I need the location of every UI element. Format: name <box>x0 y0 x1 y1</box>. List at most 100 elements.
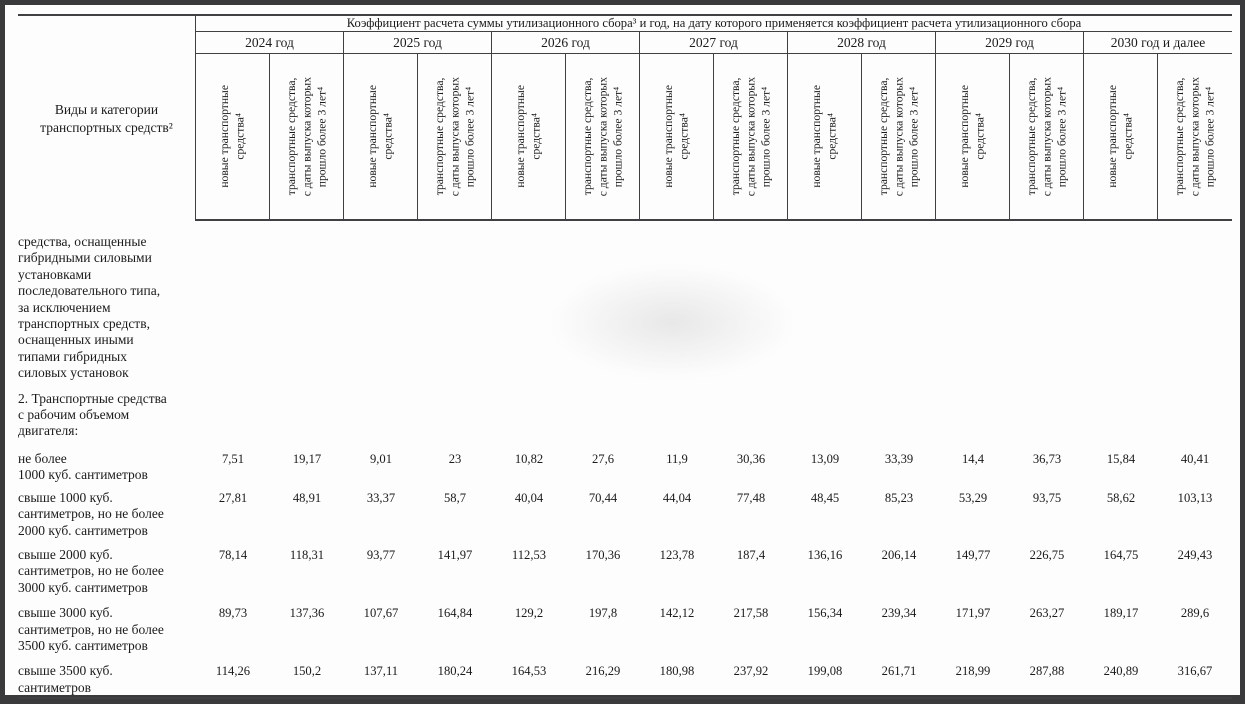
table-title: Коэффициент расчета суммы утилизационног… <box>196 16 1232 32</box>
table-cell: 142,12 <box>659 606 695 621</box>
col-header-label: транспортные средства, с даты выпуска ко… <box>728 76 773 197</box>
col-header-new-6: новые транспортные средства⁴ <box>1084 54 1158 221</box>
row-label-6: свыше 3500 куб. сантиметров <box>18 663 113 695</box>
col-header-label: новые транспортные средства⁴ <box>958 85 987 188</box>
col-header-label: новые транспортные средства⁴ <box>218 85 247 188</box>
table-cell: 226,75 <box>1029 547 1065 562</box>
table-cell: 10,82 <box>514 451 544 466</box>
table-cell: 180,98 <box>659 664 695 679</box>
col-header-label: транспортные средства, с даты выпуска ко… <box>876 76 921 197</box>
table-cell: 11,9 <box>666 451 688 466</box>
col-header-aged-6: транспортные средства, с даты выпуска ко… <box>1158 54 1232 221</box>
row-label-5: свыше 3000 куб. сантиметров, но не более… <box>18 605 164 653</box>
table-cell: 199,08 <box>807 664 843 679</box>
year-header-2: 2026 год <box>492 32 640 54</box>
table-cell: 156,34 <box>807 606 843 621</box>
table-cell: 164,84 <box>437 606 473 621</box>
col-header-label: новые транспортные средства⁴ <box>810 85 839 188</box>
table-cell: 206,14 <box>881 547 917 562</box>
table-cell: 27,81 <box>218 490 248 505</box>
col-header-aged-0: транспортные средства, с даты выпуска ко… <box>270 54 344 221</box>
table-cell: 44,04 <box>662 490 692 505</box>
table-cell: 287,88 <box>1029 664 1065 679</box>
table-cell: 53,29 <box>958 490 988 505</box>
year-header-5: 2029 год <box>936 32 1084 54</box>
table-cell: 14,4 <box>961 451 985 466</box>
table-cell: 27,6 <box>591 451 615 466</box>
table-cell: 180,24 <box>437 664 473 679</box>
table-cell: 9,01 <box>369 451 393 466</box>
row-label-0: средства, оснащенные гибридными силовыми… <box>18 234 161 381</box>
table-cell: 7,51 <box>221 451 245 466</box>
year-header-0: 2024 год <box>196 32 344 54</box>
year-header-4: 2028 год <box>788 32 936 54</box>
col-header-label: транспортные средства, с даты выпуска ко… <box>432 76 477 197</box>
year-header-6: 2030 год и далее <box>1084 32 1232 54</box>
table-cell: 289,6 <box>1180 606 1210 621</box>
table-cell: 237,92 <box>733 664 769 679</box>
table-cell: 36,73 <box>1032 451 1062 466</box>
table-cell: 171,97 <box>955 606 991 621</box>
table-cell: 164,53 <box>511 664 547 679</box>
table-cell: 114,26 <box>215 664 251 679</box>
table-cell: 123,78 <box>659 547 695 562</box>
table-cell: 149,77 <box>955 547 991 562</box>
document-page: Виды и категории транспортных средств² К… <box>5 5 1240 700</box>
table-cell: 118,31 <box>289 547 325 562</box>
table-cell: 33,37 <box>366 490 396 505</box>
col-header-label: новые транспортные средства⁴ <box>514 85 543 188</box>
table-cell: 70,44 <box>588 490 618 505</box>
table-cell: 93,75 <box>1032 490 1062 505</box>
col-header-new-3: новые транспортные средства⁴ <box>640 54 714 221</box>
table-cell: 150,2 <box>292 664 322 679</box>
table-cell: 23 <box>448 451 462 466</box>
table-cell: 78,14 <box>218 547 248 562</box>
col-header-new-0: новые транспортные средства⁴ <box>196 54 270 221</box>
table-cell: 93,77 <box>366 547 396 562</box>
table-cell: 249,43 <box>1177 547 1213 562</box>
col-header-aged-2: транспортные средства, с даты выпуска ко… <box>566 54 640 221</box>
col-header-aged-5: транспортные средства, с даты выпуска ко… <box>1010 54 1084 221</box>
col-header-label: новые транспортные средства⁴ <box>1106 85 1135 188</box>
table-cell: 137,11 <box>363 664 399 679</box>
table-cell: 30,36 <box>736 451 766 466</box>
col-header-aged-1: транспортные средства, с даты выпуска ко… <box>418 54 492 221</box>
year-header-3: 2027 год <box>640 32 788 54</box>
table-cell: 263,27 <box>1029 606 1065 621</box>
table-cell: 164,75 <box>1103 547 1139 562</box>
table-cell: 85,23 <box>884 490 914 505</box>
table-cell: 19,17 <box>292 451 322 466</box>
table-cell: 129,2 <box>514 606 544 621</box>
table-cell: 89,73 <box>218 606 248 621</box>
table-cell: 316,67 <box>1177 664 1213 679</box>
table-cell: 107,67 <box>363 606 399 621</box>
table-cell: 261,71 <box>881 664 917 679</box>
table-cell: 77,48 <box>736 490 766 505</box>
row-label-2: не более 1000 куб. сантиметров <box>18 450 148 483</box>
table-cell: 217,58 <box>733 606 769 621</box>
table-cell: 137,36 <box>289 606 325 621</box>
col-header-aged-4: транспортные средства, с даты выпуска ко… <box>862 54 936 221</box>
row-label-1: 2. Транспортные средства с рабочим объем… <box>18 390 167 439</box>
col-header-label: транспортные средства, с даты выпуска ко… <box>284 76 329 197</box>
col-header-new-2: новые транспортные средства⁴ <box>492 54 566 221</box>
table-cell: 48,45 <box>810 490 840 505</box>
year-header-1: 2025 год <box>344 32 492 54</box>
table-cell: 170,36 <box>585 547 621 562</box>
table-cell: 239,34 <box>881 606 917 621</box>
table-cell: 136,16 <box>807 547 843 562</box>
row-label-4: свыше 2000 куб. сантиметров, но не более… <box>18 546 164 595</box>
table-cell: 13,09 <box>810 451 840 466</box>
table-cell: 187,4 <box>736 547 766 562</box>
table-cell: 58,7 <box>443 490 467 505</box>
col-header-label: транспортные средства, с даты выпуска ко… <box>580 76 625 197</box>
table-cell: 103,13 <box>1177 490 1213 505</box>
row-header-cell: Виды и категории транспортных средств² <box>18 16 196 221</box>
table-cell: 33,39 <box>884 451 914 466</box>
table-cell: 141,97 <box>437 547 473 562</box>
col-header-new-1: новые транспортные средства⁴ <box>344 54 418 221</box>
col-header-aged-3: транспортные средства, с даты выпуска ко… <box>714 54 788 221</box>
col-header-new-4: новые транспортные средства⁴ <box>788 54 862 221</box>
table-cell: 112,53 <box>511 547 547 562</box>
